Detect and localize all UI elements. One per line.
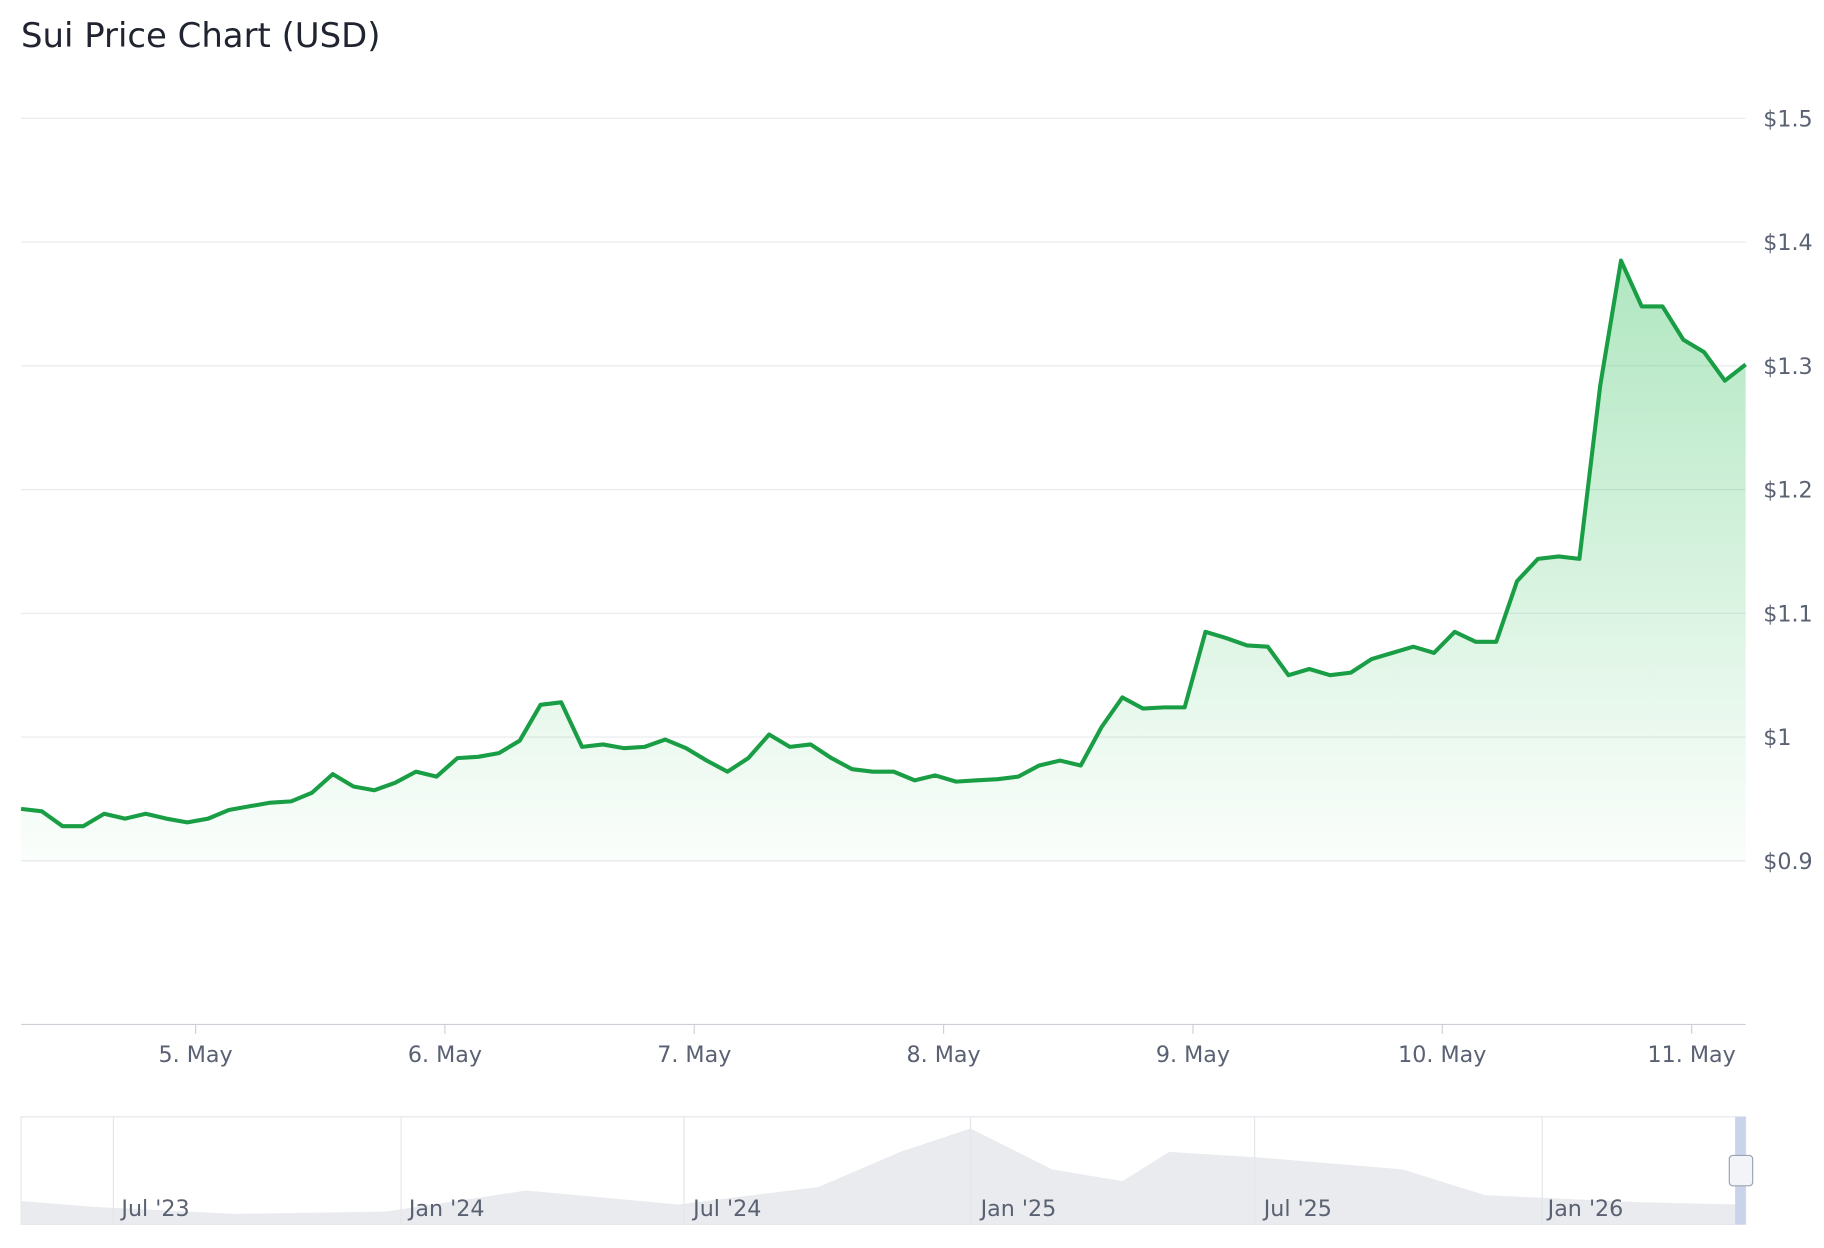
x-tick-label: 7. May (657, 1042, 731, 1068)
y-tick-label: $1.5 (1763, 106, 1812, 132)
x-tick-label: 11. May (1647, 1042, 1735, 1068)
price-line (20, 258, 1747, 829)
navigator-label: Jan '26 (1546, 1196, 1624, 1222)
navigator-label: Jul '24 (691, 1196, 761, 1222)
price-area (21, 260, 1746, 861)
x-tick-label: 6. May (408, 1042, 482, 1068)
x-tick-label: 8. May (907, 1042, 981, 1068)
y-tick-label: $1.4 (1763, 230, 1812, 256)
navigator-label: Jan '25 (979, 1196, 1057, 1222)
navigator-label: Jul '23 (119, 1196, 189, 1222)
navigator-area (21, 1128, 1739, 1225)
y-tick-label: $1.2 (1763, 478, 1812, 504)
y-tick-label: $1.3 (1763, 354, 1812, 380)
x-tick-label: 10. May (1398, 1042, 1486, 1068)
x-tick-label: 9. May (1156, 1042, 1230, 1068)
navigator-label: Jan '24 (407, 1196, 485, 1222)
y-tick-label: $1.1 (1763, 601, 1812, 627)
navigator-label: Jul '25 (1262, 1196, 1332, 1222)
y-tick-label: $0.9 (1763, 849, 1812, 875)
x-tick-label: 5. May (159, 1042, 233, 1068)
navigator-handle[interactable] (1728, 1154, 1754, 1187)
y-tick-label: $1 (1763, 725, 1791, 751)
chart-title: Sui Price Chart (USD) (21, 16, 380, 55)
